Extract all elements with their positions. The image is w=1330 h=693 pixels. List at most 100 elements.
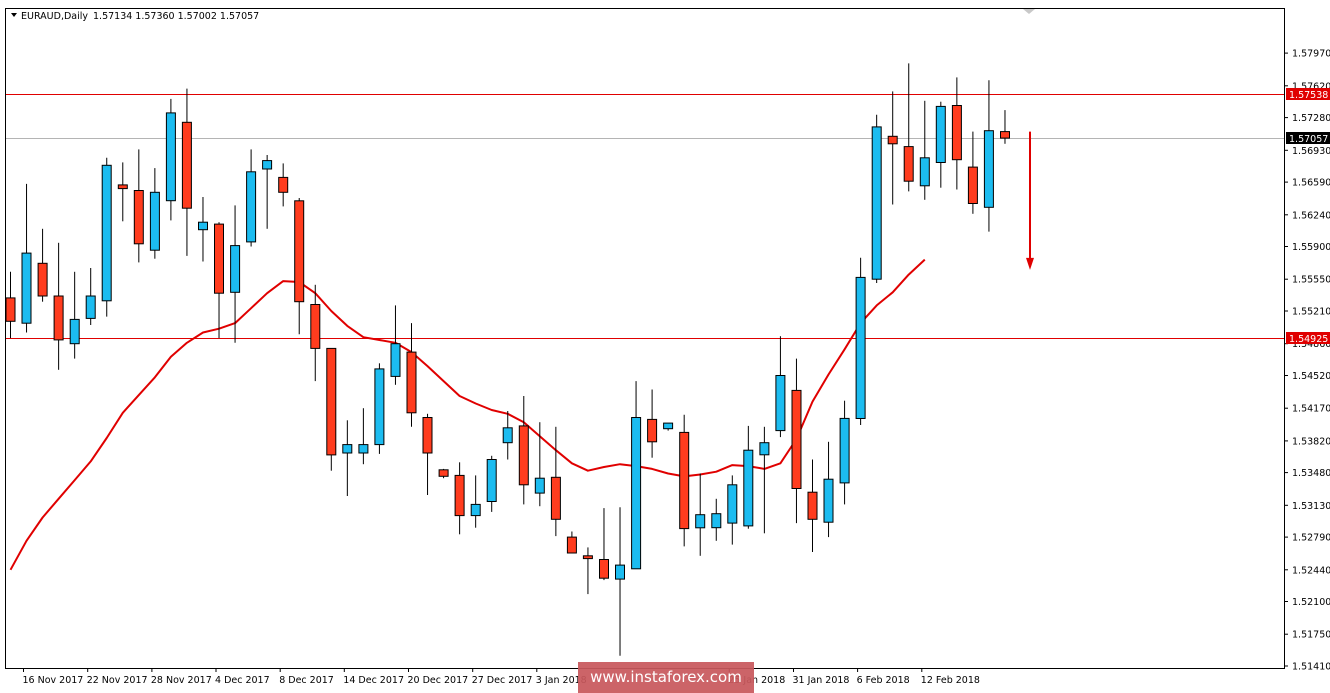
- y-tick-label: 1.51410: [1292, 662, 1330, 673]
- candle: [887, 91, 898, 205]
- x-tick-label: 27 Dec 2017: [472, 675, 533, 686]
- x-tick-label: 14 Dec 2017: [343, 675, 404, 686]
- candle-body-bull: [919, 157, 930, 187]
- moving-average-line: [9, 258, 926, 571]
- y-tick-label: 1.57620: [1292, 81, 1330, 92]
- current-price-badge: [1286, 132, 1330, 144]
- candle: [342, 420, 353, 496]
- chart-shift-marker-icon[interactable]: [1023, 9, 1035, 14]
- candle-body-bull: [823, 478, 834, 523]
- y-tick-label: 1.53820: [1292, 436, 1330, 447]
- candle: [550, 426, 561, 537]
- candle-body-bear: [599, 559, 609, 579]
- candle: [294, 198, 305, 335]
- candle-body-bull: [358, 444, 369, 454]
- candle-body-bear: [310, 304, 321, 349]
- candle: [855, 257, 866, 425]
- y-tick-label: 1.51750: [1292, 630, 1330, 641]
- y-tick-label: 1.54520: [1292, 371, 1330, 382]
- candle-body-bull: [230, 245, 241, 293]
- x-tick-label: 12 Feb 2018: [921, 675, 980, 686]
- candle: [181, 88, 192, 256]
- y-axis: 1.57970 1.57620 1.57280 1.56930 1.56590 1.562…: [1284, 49, 1330, 673]
- y-tick-label: 1.56590: [1292, 178, 1330, 189]
- candle-body-bull: [695, 514, 706, 529]
- y-tick-label: 1.55550: [1292, 275, 1330, 286]
- candle-body-bear: [807, 491, 818, 520]
- x-axis: 16 Nov 2017 22 Nov 2017 28 Nov 2017 4 Dec 2…: [23, 668, 980, 686]
- candle-body-bull: [631, 417, 642, 570]
- candle-body-bear: [214, 223, 224, 294]
- x-tick-label: 28 Nov 2017: [151, 675, 212, 686]
- candle: [807, 459, 818, 552]
- candle: [967, 131, 978, 214]
- candle: [663, 422, 674, 431]
- y-tick-label: 1.57280: [1292, 113, 1330, 124]
- candle: [133, 149, 144, 263]
- y-tick-label: 1.53130: [1292, 501, 1330, 512]
- candle-body-bear: [887, 135, 898, 145]
- candle: [903, 63, 914, 192]
- candle-body-bear: [53, 295, 64, 341]
- candle: [101, 157, 112, 317]
- candle-body-bear: [582, 555, 593, 560]
- symbol-dropdown-icon[interactable]: [11, 13, 17, 17]
- candle: [534, 422, 545, 507]
- x-tick-label: 22 Nov 2017: [87, 675, 148, 686]
- candle: [582, 547, 593, 595]
- candle: [727, 475, 738, 545]
- candle-body-bull: [983, 130, 994, 208]
- candle: [85, 268, 96, 325]
- candle-body-bear: [438, 469, 449, 477]
- candle-body-bear: [326, 347, 337, 456]
- candle-body-bull: [246, 171, 257, 243]
- candle-body-bull: [871, 126, 882, 280]
- candle-body-bull: [486, 459, 497, 502]
- candle-body-bull: [775, 375, 786, 432]
- candle-body-bull: [149, 191, 160, 251]
- y-tick-label: 1.56240: [1292, 210, 1330, 221]
- y-tick-label: 1.54170: [1292, 404, 1330, 415]
- candle: [871, 114, 882, 283]
- candle: [518, 396, 529, 505]
- x-tick-label: 20 Dec 2017: [408, 675, 469, 686]
- candle-body-bear: [550, 476, 561, 520]
- candle-body-bull: [759, 442, 770, 456]
- candle-body-bear: [133, 190, 144, 245]
- candle: [935, 101, 946, 188]
- candle-body-bull: [663, 422, 674, 430]
- down-arrow-icon: [1026, 257, 1034, 270]
- y-tick-label: 1.56930: [1292, 146, 1330, 157]
- candle-body-bear: [181, 121, 192, 209]
- annotation-layer: [1026, 131, 1034, 270]
- candle-body-bear: [454, 474, 465, 517]
- candle-body-bear: [37, 262, 48, 297]
- candle: [358, 408, 369, 465]
- candle: [454, 462, 465, 535]
- candle: [5, 271, 16, 339]
- candle-body-bull: [470, 503, 481, 517]
- candle: [310, 284, 321, 382]
- candle: [198, 197, 208, 262]
- candle-body-bear: [278, 176, 289, 193]
- candles-layer: [5, 63, 1010, 656]
- candle: [326, 347, 337, 471]
- candle-body-bull: [374, 368, 385, 446]
- candle-body-bull: [101, 164, 112, 302]
- x-tick-label: 6 Feb 2018: [857, 675, 910, 686]
- candle: [951, 77, 962, 190]
- candle-body-bear: [117, 184, 128, 190]
- candle: [165, 98, 176, 221]
- y-tick-label: 1.52790: [1292, 533, 1330, 544]
- y-tick-label: 1.55900: [1292, 242, 1330, 253]
- x-tick-label: 25 Jan 2018: [728, 675, 785, 686]
- level-price-badge: [1286, 88, 1330, 100]
- candle: [647, 389, 658, 458]
- candle-body-bear: [5, 297, 16, 322]
- candle: [69, 271, 80, 359]
- candle: [919, 100, 930, 200]
- candle-body-bull: [839, 417, 850, 484]
- candle: [37, 228, 48, 302]
- candle-body-bull: [198, 221, 208, 231]
